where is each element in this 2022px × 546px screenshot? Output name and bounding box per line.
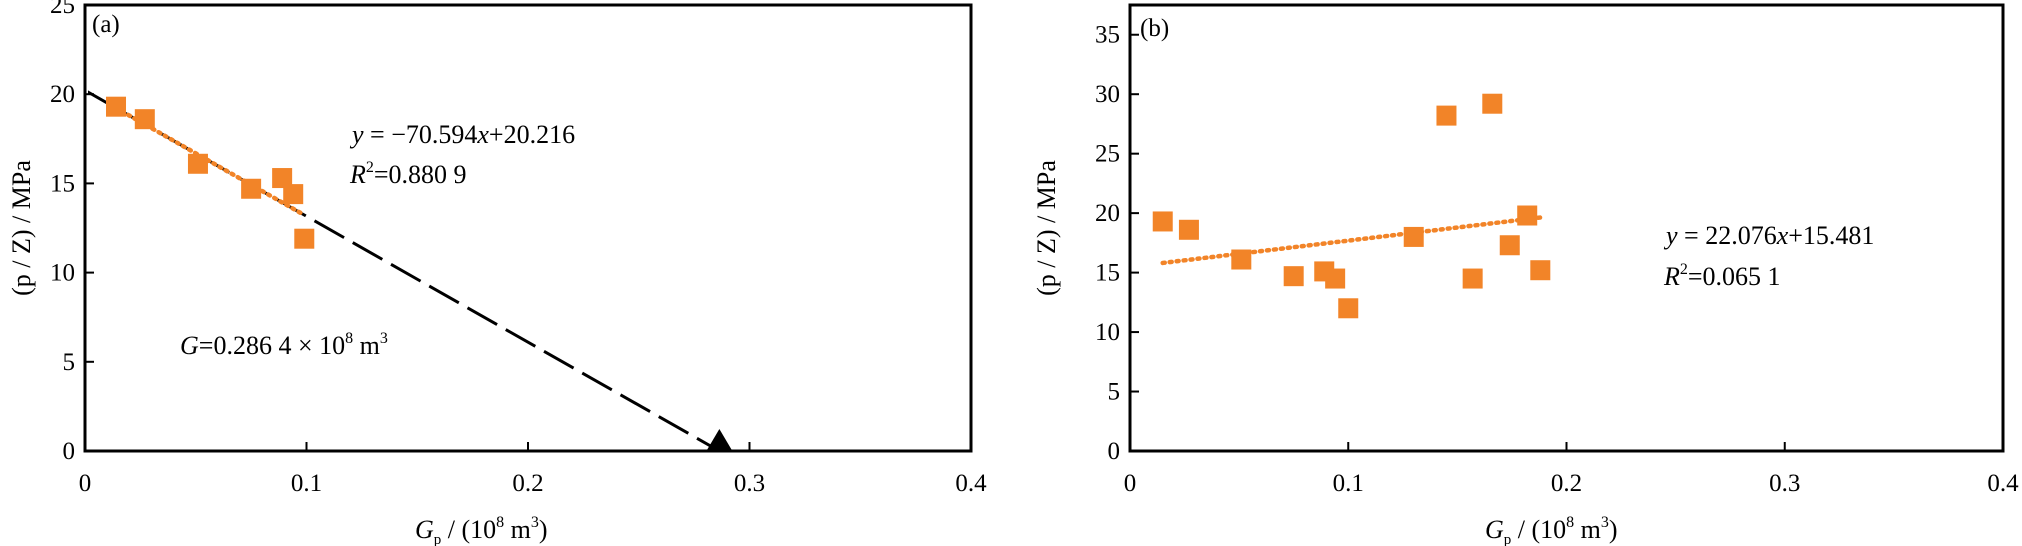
x-tick-label: 0.4: [955, 470, 987, 497]
y-tick-label: 25: [50, 0, 75, 19]
data-point: [1462, 268, 1483, 289]
panel-a-y-axis-label: (p / Z) / MPa: [7, 160, 36, 296]
panel-a-r2: R2=0.880 9: [349, 159, 467, 189]
data-point: [106, 96, 127, 117]
x-tick-label: 0.3: [734, 470, 765, 497]
x-tick-label: 0.3: [1769, 470, 1800, 497]
panel-b-x-ticks: 0 0.1 0.2 0.3 0.4: [1124, 442, 2019, 497]
y-tick-label: 0: [1108, 438, 1121, 465]
panel-b-equation: y = 22.076x+15.481: [1663, 221, 1874, 250]
y-tick-label: 35: [1095, 22, 1120, 49]
data-point: [187, 153, 208, 174]
x-tick-label: 0.1: [1333, 470, 1364, 497]
trendline: [1160, 215, 1543, 266]
panel-a-end-marker-layer: [706, 429, 733, 451]
panel-a-y-ticks: 0 5 10 15 20 25: [50, 0, 94, 465]
panel-a-x-axis-label: Gp / (108 m3): [415, 514, 548, 546]
x-tick-label: 0: [79, 470, 92, 497]
x-tick-label: 0.1: [291, 470, 322, 497]
data-point: [241, 178, 262, 199]
x-tick-label: 0: [1124, 470, 1137, 497]
data-point: [1517, 205, 1538, 226]
panel-a-x-ticks: 0 0.1 0.2 0.3 0.4: [79, 442, 987, 497]
y-tick-label: 25: [1095, 141, 1120, 168]
x-tick-label: 0.2: [512, 470, 543, 497]
panel-b-r2: R2=0.065 1: [1663, 261, 1781, 291]
data-point: [1436, 105, 1457, 126]
panel-b-y-ticks: 0 5 10 15 20 25 30 35: [1095, 22, 1139, 465]
data-point: [1152, 211, 1173, 232]
data-point: [294, 228, 315, 249]
panel-a-label: (a): [92, 11, 120, 38]
y-tick-label: 15: [1095, 260, 1120, 287]
y-tick-label: 0: [63, 438, 76, 465]
data-point: [1231, 249, 1252, 270]
y-tick-label: 20: [50, 81, 75, 108]
data-point: [1283, 266, 1304, 287]
y-tick-label: 5: [1108, 379, 1121, 406]
panel-b-trendline-layer: [1160, 215, 1543, 266]
panel-a-equation: y = −70.594x+20.216: [349, 120, 575, 149]
panel-b-label: (b): [1140, 15, 1169, 42]
data-point: [1530, 260, 1551, 281]
panel-b-y-axis-label: (p / Z) / MPa: [1032, 160, 1061, 296]
y-tick-label: 20: [1095, 200, 1120, 227]
panel-a-reserve-annotation: G=0.286 4 × 108 m3: [180, 330, 388, 360]
x-tick-label: 0.2: [1551, 470, 1582, 497]
data-point: [1325, 268, 1346, 289]
data-point: [283, 184, 304, 205]
reserve-end-marker: [706, 429, 733, 451]
y-tick-label: 10: [1095, 319, 1120, 346]
data-point: [134, 109, 155, 130]
data-point: [272, 168, 293, 189]
panel-a-frame: [83, 3, 973, 453]
y-tick-label: 10: [50, 260, 75, 287]
y-tick-label: 5: [63, 349, 76, 376]
data-point: [1178, 219, 1199, 240]
panel-b-points: [1152, 93, 1551, 319]
panel-a-points: [106, 96, 315, 249]
data-point: [1403, 226, 1424, 247]
panel-a: (a) 0 5 10 15 20 25 0 0.1 0.2 0.3 0.4 y = −70.594…: [7, 0, 987, 546]
data-point: [1482, 93, 1503, 114]
x-tick-label: 0.4: [1987, 470, 2019, 497]
panel-b: (b) 0 5 10 15 20 25 30 35 0 0.1 0.2 0.3 0.4 y = 22.…: [1032, 3, 2019, 546]
panel-b-x-axis-label: Gp / (108 m3): [1485, 514, 1618, 546]
y-tick-label: 30: [1095, 81, 1120, 108]
y-tick-label: 15: [50, 170, 75, 197]
data-point: [1499, 235, 1520, 256]
data-point: [1338, 298, 1359, 319]
